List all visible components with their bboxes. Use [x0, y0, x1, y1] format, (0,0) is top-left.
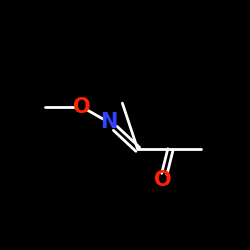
Text: N: N — [100, 112, 117, 132]
Text: O: O — [73, 97, 91, 117]
Text: O: O — [154, 170, 172, 190]
